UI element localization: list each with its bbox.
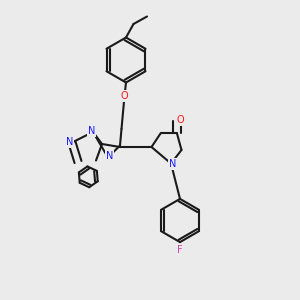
Text: N: N <box>88 126 95 136</box>
Text: N: N <box>106 151 113 161</box>
Text: O: O <box>121 91 128 101</box>
Text: O: O <box>176 115 184 125</box>
Text: N: N <box>169 159 176 169</box>
Text: N: N <box>66 137 73 147</box>
Text: F: F <box>177 244 183 255</box>
